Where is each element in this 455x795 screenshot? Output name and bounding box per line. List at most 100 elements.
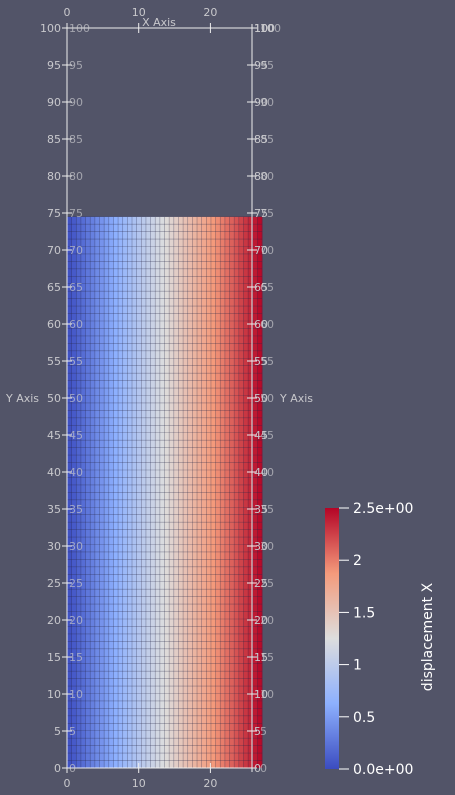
- y-tick-label-right-outer: 95: [260, 59, 274, 72]
- color-legend-tick-label: 1.5: [353, 605, 375, 621]
- mesh-column: [85, 216, 91, 768]
- x-axis-title: X Axis: [142, 16, 176, 29]
- mesh-column: [80, 216, 86, 768]
- mesh-column: [173, 216, 179, 768]
- mesh-column: [136, 216, 142, 768]
- y-tick-label-left: 85: [47, 133, 61, 146]
- y-tick-label-right-outer: 75: [260, 207, 274, 220]
- y-tick-label-left-inner: 100: [69, 22, 90, 35]
- x-tick-label-bottom: 20: [203, 777, 217, 790]
- y-tick-label-right-outer: 25: [260, 577, 274, 590]
- y-tick-label-right: 10: [254, 688, 268, 701]
- y-tick-label-right: 25: [254, 577, 268, 590]
- y-tick-label-left-inner: 50: [69, 392, 83, 405]
- y-tick-label-right: 35: [254, 503, 268, 516]
- mesh-column: [201, 216, 207, 768]
- y-tick-label-right-outer: 55: [260, 355, 274, 368]
- y-tick-label-left-inner: 0: [69, 762, 76, 775]
- mesh-column: [243, 216, 249, 768]
- y-tick-label-right-outer: 45: [260, 429, 274, 442]
- color-legend[interactable]: 2.5e+00 2 1.5 1 0.5 0.0e+00 displacement X: [325, 501, 436, 778]
- y-tick-label-left: 30: [47, 540, 61, 553]
- mesh-column: [252, 216, 258, 768]
- y-tick-label-right: 100: [254, 22, 275, 35]
- y-tick-label-left-inner: 90: [69, 96, 83, 109]
- y-tick-label-left-inner: 15: [69, 651, 83, 664]
- y-tick-label-left: 70: [47, 244, 61, 257]
- y-tick-label-left-inner: 30: [69, 540, 83, 553]
- y-tick-label-left-inner: 65: [69, 281, 83, 294]
- y-tick-label-left-inner: 70: [69, 244, 83, 257]
- y-tick-label-right-outer: 100: [260, 22, 281, 35]
- color-legend-tick-label: 2: [353, 553, 362, 569]
- y-tick-label-right: 85: [254, 133, 268, 146]
- y-tick-label-left-inner: 55: [69, 355, 83, 368]
- x-tick-label-top: 20: [203, 6, 217, 19]
- y-tick-label-right-outer: 30: [260, 540, 274, 553]
- mesh-column: [145, 216, 151, 768]
- mesh-column: [192, 216, 198, 768]
- y-tick-label-left: 55: [47, 355, 61, 368]
- y-tick-label-right: 65: [254, 281, 268, 294]
- y-tick-label-left-inner: 45: [69, 429, 83, 442]
- mesh-column: [183, 216, 189, 768]
- y-tick-label-left: 25: [47, 577, 61, 590]
- color-legend-bar: [325, 508, 339, 769]
- x-tick-label-top-right: 10: [254, 22, 268, 35]
- y-tick-label-left-inner: 20: [69, 614, 83, 627]
- mesh-column: [215, 216, 221, 768]
- mesh-column: [132, 216, 138, 768]
- y-tick-label-right: 75: [254, 207, 268, 220]
- y-tick-label-left-inner: 80: [69, 170, 83, 183]
- mesh-column: [71, 216, 77, 768]
- y-tick-label-left-inner: 60: [69, 318, 83, 331]
- y-tick-label-right-outer: 15: [260, 651, 274, 664]
- mesh-column: [169, 216, 175, 768]
- color-legend-ticks: 2.5e+00 2 1.5 1 0.5 0.0e+00: [339, 501, 413, 778]
- y-tick-label-left: 90: [47, 96, 61, 109]
- y-tick-label-left-inner: 95: [69, 59, 83, 72]
- y-tick-label-right: 60: [254, 318, 268, 331]
- mesh-column: [197, 216, 203, 768]
- mesh-column: [220, 216, 226, 768]
- mesh-column: [118, 216, 124, 768]
- y-tick-label-left: 40: [47, 466, 61, 479]
- y-tick-label-right-outer: 0: [260, 762, 267, 775]
- y-tick-label-right: 95: [254, 59, 268, 72]
- mesh-column: [248, 216, 254, 768]
- y-tick-label-right-outer: 60: [260, 318, 274, 331]
- y-tick-label-left: 10: [47, 688, 61, 701]
- y-tick-label-right-outer: 85: [260, 133, 274, 146]
- x-tick-label-top-right: 10: [260, 22, 274, 35]
- mesh-column: [94, 216, 100, 768]
- y-tick-label-left: 15: [47, 651, 61, 664]
- x-tick-label-top: 10: [132, 6, 146, 19]
- y-tick-label-left: 80: [47, 170, 61, 183]
- y-tick-label-right: 45: [254, 429, 268, 442]
- y-tick-label-right-outer: 35: [260, 503, 274, 516]
- mesh-grid-lines: [66, 216, 263, 769]
- color-legend-tick-label: 2.5e+00: [353, 501, 413, 517]
- x-tick-label-top: 0: [64, 6, 71, 19]
- y-tick-label-left: 20: [47, 614, 61, 627]
- y-tick-label-left: 45: [47, 429, 61, 442]
- mesh-column: [122, 216, 128, 768]
- y-tick-label-left: 100: [40, 22, 61, 35]
- y-tick-label-right: 40: [254, 466, 268, 479]
- y-tick-label-left: 75: [47, 207, 61, 220]
- y-tick-label-left-inner: 25: [69, 577, 83, 590]
- y-tick-label-right-outer: 40: [260, 466, 274, 479]
- y-tick-label-right-outer: 80: [260, 170, 274, 183]
- mesh-column: [113, 216, 119, 768]
- mesh-column: [187, 216, 193, 768]
- y-tick-label-right: 5: [254, 725, 261, 738]
- y-tick-label-left: 95: [47, 59, 61, 72]
- mesh-column: [234, 216, 240, 768]
- color-legend-tick-label: 0.5: [353, 710, 375, 726]
- mesh-column: [159, 216, 165, 768]
- y-tick-label-left-inner: 35: [69, 503, 83, 516]
- y-axis-title-right: Y Axis: [279, 392, 313, 405]
- y-tick-label-right-outer: 5: [260, 725, 267, 738]
